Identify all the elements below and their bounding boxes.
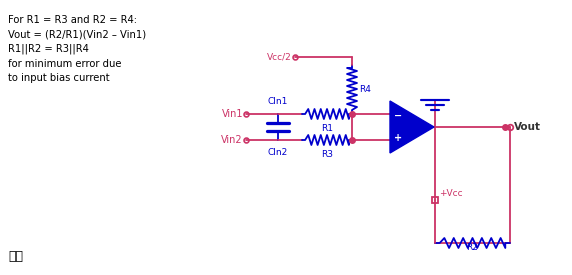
Text: R4: R4 bbox=[359, 84, 371, 94]
Text: Vin1: Vin1 bbox=[221, 109, 243, 119]
Text: +Vcc: +Vcc bbox=[439, 189, 463, 198]
Text: CIn1: CIn1 bbox=[268, 97, 288, 106]
Text: Vout: Vout bbox=[514, 122, 541, 132]
Text: Vin2: Vin2 bbox=[221, 135, 243, 145]
Text: R1: R1 bbox=[321, 124, 333, 133]
Text: +: + bbox=[394, 133, 402, 144]
Text: CIn2: CIn2 bbox=[268, 148, 288, 157]
Text: −: − bbox=[394, 111, 402, 120]
Text: R3: R3 bbox=[321, 150, 333, 159]
Polygon shape bbox=[390, 101, 434, 153]
Text: R2: R2 bbox=[467, 243, 478, 252]
Text: 图八: 图八 bbox=[8, 250, 23, 263]
Text: For R1 = R3 and R2 = R4:
Vout = (R2/R1)(Vin2 – Vin1)
R1||R2 = R3||R4
for minimum: For R1 = R3 and R2 = R4: Vout = (R2/R1)(… bbox=[8, 15, 146, 83]
Text: Vcc/2: Vcc/2 bbox=[267, 53, 292, 62]
